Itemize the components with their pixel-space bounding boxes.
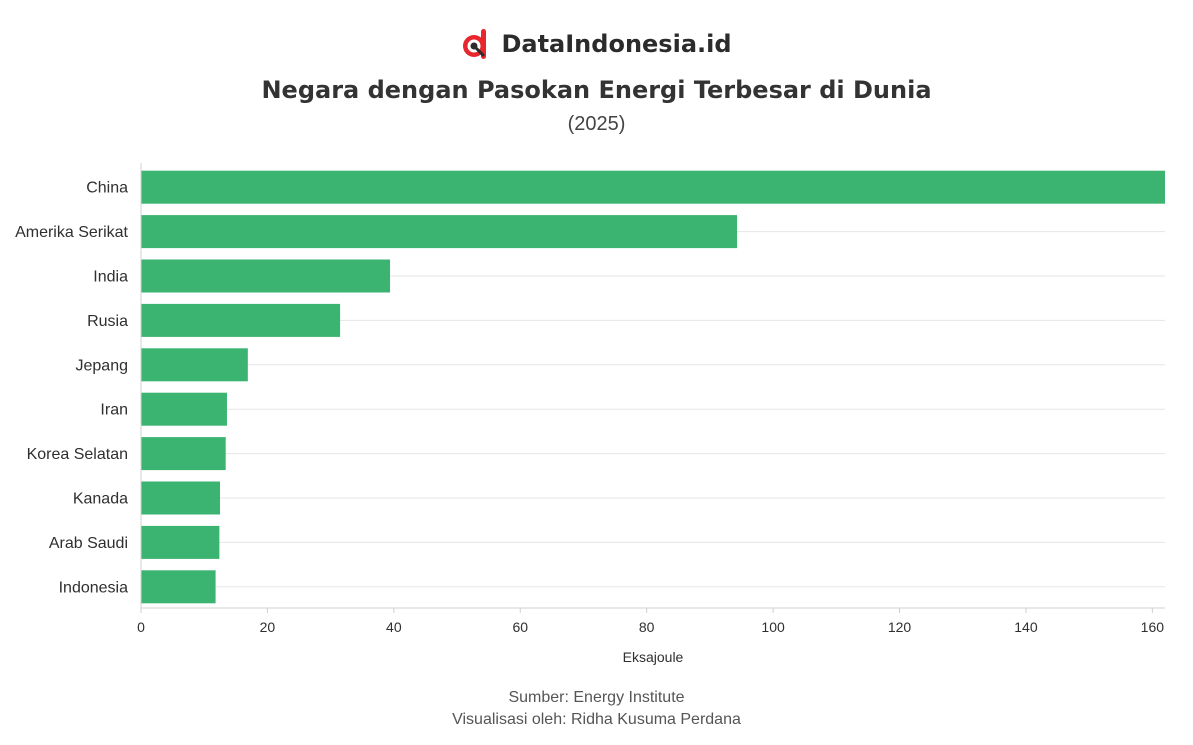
bar-india (141, 259, 391, 293)
category-label-india: India (93, 269, 128, 286)
category-labels: China Amerika Serikat India Rusia Jepang Iran… (15, 180, 128, 597)
x-tick-label-80: 80 (639, 619, 655, 635)
x-tick-label-20: 20 (260, 619, 276, 635)
category-label-korea-selatan: Korea Selatan (27, 446, 128, 463)
bar-rusia (141, 303, 341, 337)
bar-kanada (141, 481, 221, 515)
category-label-amerika-serikat: Amerika Serikat (15, 224, 128, 241)
x-tick-label-160: 160 (1141, 619, 1165, 635)
category-label-arab-saudi: Arab Saudi (49, 535, 128, 552)
bar-chart: China Amerika Serikat India Rusia Jepang Iran… (15, 163, 1165, 665)
bar-iran (141, 392, 227, 426)
dataindonesia-logo-icon (463, 29, 487, 59)
brand-header: DataIndonesia.id (0, 27, 1193, 61)
chart-title: Negara dengan Pasokan Energi Terbesar di… (261, 76, 932, 104)
visualization-credit: Visualisasi oleh: Ridha Kusuma Perdana (452, 711, 741, 728)
chart-subtitle: (2025) (567, 113, 626, 135)
category-label-china: China (86, 180, 128, 197)
bar-arab-saudi (141, 525, 220, 559)
bar-jepang (141, 348, 248, 382)
x-tick-label-120: 120 (888, 619, 912, 635)
x-tick-label-100: 100 (761, 619, 785, 635)
bar-korea-selatan (141, 437, 226, 471)
category-label-kanada: Kanada (73, 491, 128, 508)
bar-indonesia (141, 570, 216, 604)
bar-china (141, 170, 1165, 204)
bars (141, 170, 1165, 604)
category-label-iran: Iran (100, 402, 128, 419)
x-axis-title: Eksajoule (623, 649, 684, 665)
brand-name: DataIndonesia.id (501, 30, 732, 58)
x-tick-label-140: 140 (1014, 619, 1038, 635)
source-note: Sumber: Energy Institute (508, 689, 685, 706)
x-tick-label-40: 40 (386, 619, 402, 635)
bar-amerika-serikat (141, 215, 738, 249)
x-axis-ticks: 0 20 40 60 80 100 120 140 160 (137, 608, 1164, 635)
x-tick-label-0: 0 (137, 619, 145, 635)
category-label-rusia: Rusia (87, 313, 128, 330)
category-label-jepang: Jepang (76, 357, 129, 374)
category-label-indonesia: Indonesia (59, 579, 128, 596)
x-tick-label-60: 60 (512, 619, 528, 635)
